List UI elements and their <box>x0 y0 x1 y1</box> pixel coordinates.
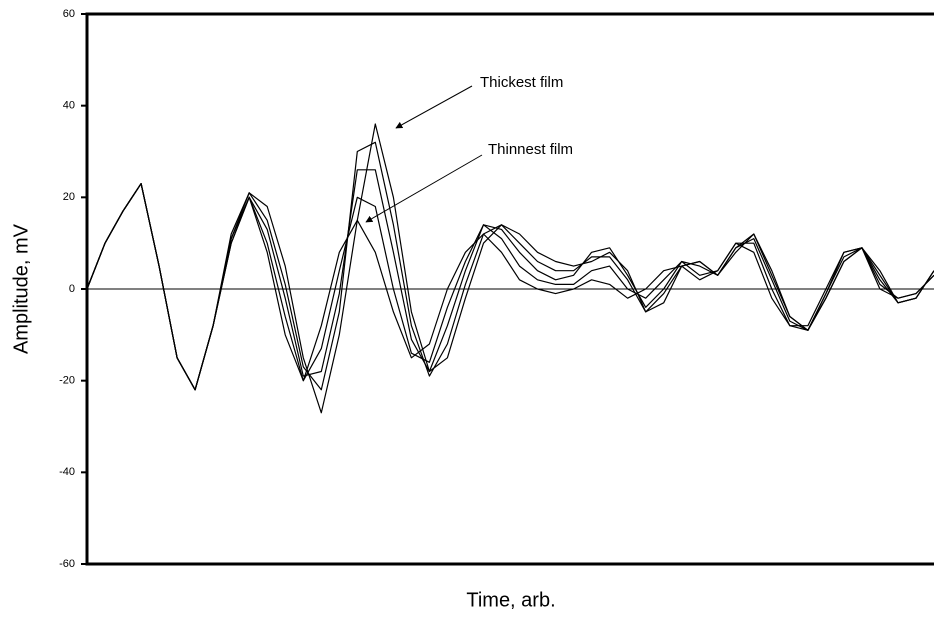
annotation-arrow <box>395 85 473 129</box>
series-line <box>86 123 934 414</box>
series-line <box>86 169 934 391</box>
y-axis-label: Amplitude, mV <box>10 223 32 354</box>
series-line <box>86 183 934 391</box>
annotation: Thickest film <box>480 74 563 91</box>
x-axis-label: Time, arb. <box>466 589 555 611</box>
y-tick-label: -20 <box>59 375 75 387</box>
y-tick-label: 20 <box>63 191 75 203</box>
y-tick-label: 40 <box>63 100 75 112</box>
annotation: Thinnest film <box>488 141 573 158</box>
plot-frame <box>85 12 934 566</box>
y-tick-label: 60 <box>63 8 75 20</box>
y-tick-label: -60 <box>59 558 75 570</box>
annotation-arrow <box>365 154 483 223</box>
series-line <box>86 183 934 391</box>
y-tick-label: -40 <box>59 466 75 478</box>
y-tick-label: 0 <box>69 283 75 295</box>
